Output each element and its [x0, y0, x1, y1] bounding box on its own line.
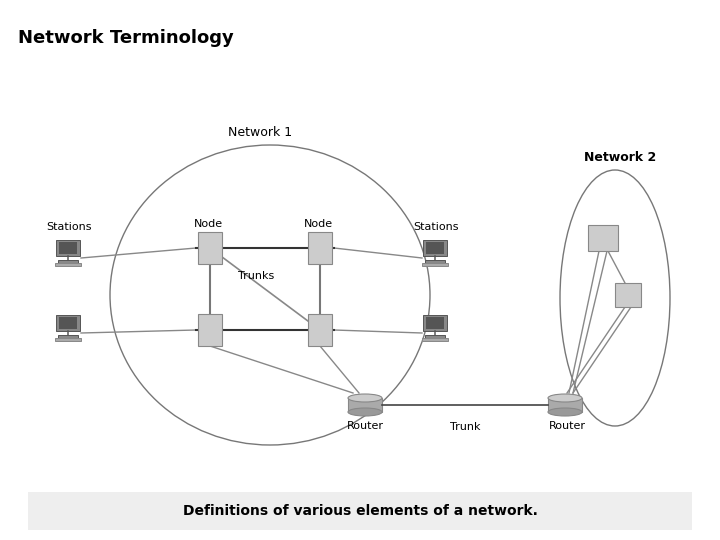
Bar — [615, 283, 641, 307]
Text: Node: Node — [194, 219, 222, 229]
Ellipse shape — [348, 408, 382, 416]
Bar — [308, 314, 332, 346]
Bar — [59, 242, 77, 253]
Text: Stations: Stations — [46, 222, 91, 232]
Bar — [55, 338, 81, 341]
Text: Trunk: Trunk — [450, 422, 480, 432]
Bar — [425, 260, 445, 262]
Bar — [28, 492, 692, 530]
Bar — [548, 398, 582, 412]
Text: Router: Router — [346, 421, 384, 431]
Text: Node: Node — [303, 219, 333, 229]
Ellipse shape — [548, 408, 582, 416]
Bar — [425, 335, 445, 338]
Bar — [423, 315, 446, 331]
Bar — [56, 240, 80, 256]
Bar — [308, 232, 332, 264]
Bar — [426, 317, 444, 328]
Text: Network 1: Network 1 — [228, 126, 292, 139]
Bar — [59, 317, 77, 328]
Bar — [55, 262, 81, 266]
Text: Network 2: Network 2 — [584, 151, 656, 164]
Text: Router: Router — [549, 421, 585, 431]
Text: Definitions of various elements of a network.: Definitions of various elements of a net… — [183, 504, 537, 518]
Text: Network Terminology: Network Terminology — [18, 29, 234, 47]
Bar — [423, 338, 448, 341]
Bar — [198, 314, 222, 346]
Bar — [588, 225, 618, 251]
Bar — [348, 398, 382, 412]
Bar — [423, 240, 446, 256]
Bar — [58, 335, 78, 338]
Bar — [198, 232, 222, 264]
Bar — [58, 260, 78, 262]
Ellipse shape — [348, 394, 382, 402]
Text: Trunks: Trunks — [238, 271, 274, 281]
Bar — [423, 262, 448, 266]
Ellipse shape — [548, 394, 582, 402]
Text: Stations: Stations — [413, 222, 459, 232]
Bar — [56, 315, 80, 331]
Bar — [426, 242, 444, 253]
